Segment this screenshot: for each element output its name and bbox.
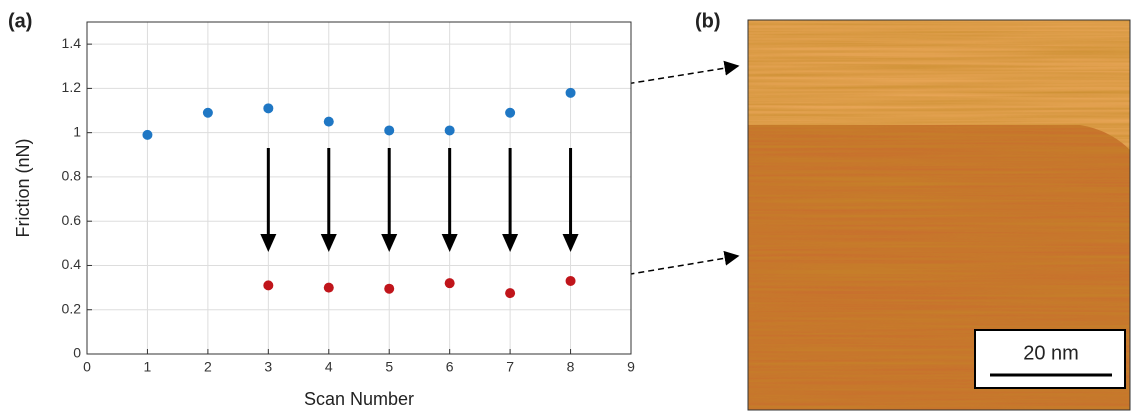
point: [263, 280, 274, 291]
y-axis-label: Friction (nN): [13, 138, 33, 237]
y-tick-label: 1: [73, 123, 81, 139]
arrow-head: [320, 234, 337, 252]
y-tick-label: 0: [73, 345, 81, 361]
point: [263, 103, 274, 114]
x-tick-label: 7: [506, 359, 514, 375]
panel-label: (a): [8, 10, 32, 32]
x-axis-label: Scan Number: [304, 389, 414, 409]
x-tick-label: 5: [385, 359, 393, 375]
panel-label: (b): [695, 10, 721, 32]
point: [323, 282, 334, 293]
plot-border: [86, 21, 632, 355]
x-tick-label: 1: [144, 359, 152, 375]
arrow-head: [381, 234, 398, 252]
point: [444, 125, 455, 136]
point: [202, 107, 213, 118]
plot-area: [86, 21, 632, 355]
point: [142, 129, 153, 140]
point: [565, 87, 576, 98]
x-tick-label: 8: [567, 359, 575, 375]
arrow-head: [441, 234, 458, 252]
y-tick-label: 1.4: [62, 35, 82, 51]
point: [384, 283, 395, 294]
arrow-head: [260, 234, 277, 252]
y-tick-label: 0.8: [62, 168, 82, 184]
afm-image: 20 nm: [747, 19, 1131, 411]
x-tick-label: 0: [83, 359, 91, 375]
y-tick-label: 0.2: [62, 300, 82, 316]
arrow-head: [562, 234, 579, 252]
point: [384, 125, 395, 136]
x-tick-label: 2: [204, 359, 212, 375]
arrow-head: [502, 234, 519, 252]
point: [505, 288, 516, 299]
scale-bar-label: 20 nm: [1023, 342, 1079, 364]
x-tick-label: 6: [446, 359, 454, 375]
point: [565, 275, 576, 286]
point: [505, 107, 516, 118]
x-tick-label: 3: [264, 359, 272, 375]
y-tick-label: 0.6: [62, 212, 82, 228]
y-tick-label: 1.2: [62, 79, 82, 95]
point: [323, 116, 334, 127]
point: [444, 278, 455, 289]
x-tick-label: 4: [325, 359, 333, 375]
y-tick-label: 0.4: [62, 256, 82, 272]
x-tick-label: 9: [627, 359, 635, 375]
